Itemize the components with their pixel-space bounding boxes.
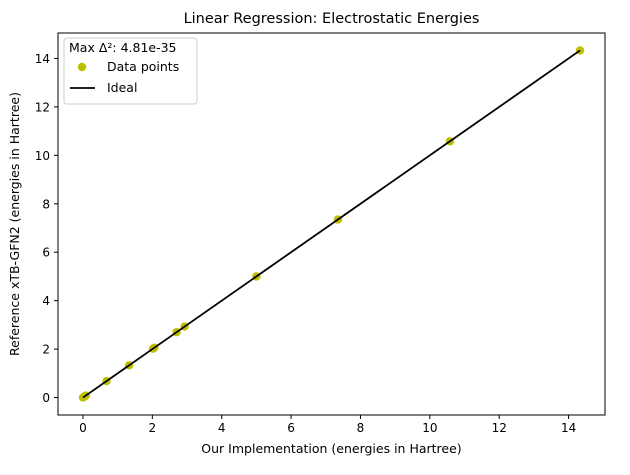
y-tick-label: 10: [35, 149, 50, 163]
legend-entries: Data points Ideal: [70, 59, 179, 95]
x-tick-label: 12: [492, 421, 507, 435]
x-tick-label: 8: [357, 421, 365, 435]
x-tick-label: 6: [287, 421, 295, 435]
x-axis: 0 2 4 6 8 10 12 14: [79, 415, 576, 435]
y-tick-label: 2: [42, 343, 50, 357]
x-tick-label: 2: [149, 421, 157, 435]
y-tick-label: 14: [35, 52, 50, 66]
y-tick-label: 6: [42, 246, 50, 260]
y-tick-label: 0: [42, 391, 50, 405]
chart-title: Linear Regression: Electrostatic Energie…: [184, 11, 480, 27]
legend-label-data-points: Data points: [107, 59, 179, 74]
x-tick-label: 10: [422, 421, 437, 435]
plot-layer: [78, 46, 585, 402]
legend: Max Δ²: 4.81e-35 Data points Ideal: [63, 37, 198, 105]
legend-title: Max Δ²: 4.81e-35: [69, 40, 177, 55]
y-axis-label: Reference xTB-GFN2 (energies in Hartree): [7, 92, 22, 356]
x-tick-label: 14: [561, 421, 576, 435]
legend-label-ideal: Ideal: [107, 80, 137, 95]
y-tick-label: 12: [35, 100, 50, 114]
y-axis: 0 2 4 6 8 10 12 14: [35, 52, 58, 405]
plot-frame: [57, 32, 606, 416]
x-axis-label: Our Implementation (energies in Hartree): [201, 441, 461, 456]
y-tick-label: 4: [42, 294, 50, 308]
x-tick-label: 0: [79, 421, 87, 435]
ideal-line: [82, 49, 581, 399]
y-tick-label: 8: [42, 197, 50, 211]
legend-box: [63, 37, 198, 105]
x-tick-label: 4: [218, 421, 226, 435]
legend-marker-data-points: [77, 62, 87, 72]
